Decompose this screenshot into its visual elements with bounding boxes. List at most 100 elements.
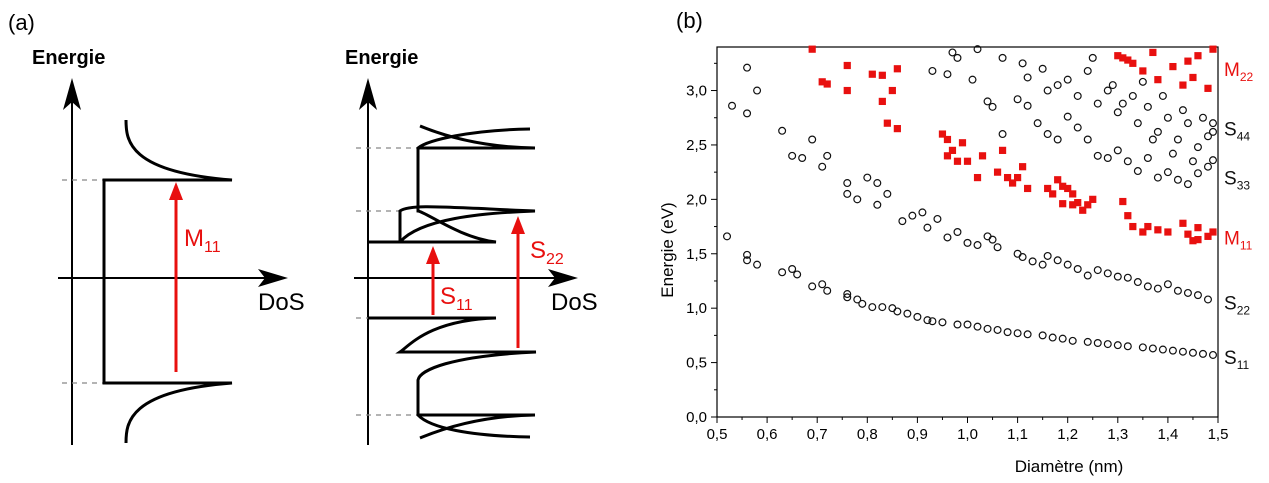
data-point-semiconducting [1183,288,1192,297]
data-point-metallic [948,146,957,154]
data-point-metallic [1074,199,1082,207]
data-point-metallic [893,65,901,73]
data-point-semiconducting [1043,251,1052,260]
data-point-semiconducting [1023,330,1032,339]
semi-s22-label: S22 [530,237,564,268]
data-point-semiconducting [778,126,787,135]
y-tick-label: 2,0 [686,191,707,208]
data-point-semiconducting [1143,282,1152,291]
semi-s22-arrowhead [511,216,525,234]
x-tick-label: 0,8 [857,426,878,443]
semi-s11-arrowhead [426,246,440,264]
data-point-semiconducting [1038,260,1047,269]
data-point-semiconducting [1203,132,1212,141]
data-point-metallic [1044,184,1052,193]
data-point-semiconducting [1193,143,1202,152]
panel-a-diagram: (a) Energie DoS M11 Energie DoS [8,10,598,445]
data-point-semiconducting [778,268,787,277]
data-point-semiconducting [788,151,797,160]
data-point-semiconducting [943,70,952,79]
data-point-semiconducting [873,179,882,188]
data-point-semiconducting [898,217,907,226]
data-point-semiconducting [903,309,912,318]
data-point-semiconducting [1013,95,1022,104]
data-point-semiconducting [1023,73,1032,82]
data-point-semiconducting [953,228,962,237]
data-point-semiconducting [853,195,862,204]
data-point-semiconducting [1113,108,1122,117]
data-point-semiconducting [993,243,1002,252]
semi-s11-label: S11 [440,283,473,314]
data-point-metallic [1059,182,1067,190]
data-point-semiconducting [1103,269,1112,278]
data-point-metallic [1139,67,1147,75]
data-point-metallic [1194,236,1202,244]
data-point-metallic [818,78,826,86]
data-point-semiconducting [938,318,947,327]
data-point-metallic [1079,206,1087,214]
band-label: M11 [1224,228,1253,252]
data-point-metallic [883,119,891,127]
data-point-metallic [1003,173,1012,182]
data-point-semiconducting [823,286,832,295]
data-point-semiconducting [858,299,867,308]
data-point-metallic [843,61,851,70]
data-point-semiconducting [1133,119,1142,128]
data-point-semiconducting [843,290,852,299]
data-point-semiconducting [1153,284,1162,293]
data-point-semiconducting [823,151,832,160]
x-tick-label: 0,7 [807,426,828,443]
data-point-metallic [1194,52,1202,60]
data-point-metallic [1089,195,1097,203]
metal-dos-label: DoS [258,289,305,316]
data-point-semiconducting [983,324,992,333]
data-point-semiconducting [1093,266,1102,275]
data-point-semiconducting [973,322,982,331]
data-point-semiconducting [1128,91,1137,100]
data-point-semiconducting [1073,123,1082,132]
data-point-semiconducting [743,256,752,265]
data-point-semiconducting [998,130,1007,139]
data-point-semiconducting [908,211,917,220]
data-point-semiconducting [1193,169,1202,178]
data-point-semiconducting [1208,350,1217,359]
y-tick-label: 2,5 [686,137,707,154]
data-point-semiconducting [1063,75,1072,84]
data-point-semiconducting [1123,342,1132,351]
metal-energy-label: Energie [32,47,105,69]
data-point-semiconducting [1058,334,1067,343]
data-point-metallic [993,168,1002,176]
y-tick-label: 0,0 [686,409,707,426]
data-point-metallic [1049,190,1057,198]
data-point-semiconducting [1013,329,1022,338]
data-point-semiconducting [743,250,752,259]
data-point-semiconducting [818,280,827,289]
y-tick-label: 1,5 [686,246,707,263]
data-point-semiconducting [1113,146,1122,155]
data-point-semiconducting [728,101,737,110]
semiconductor-band-diagram: Energie DoS S11 S22 [345,47,598,445]
data-point-semiconducting [1088,53,1097,62]
panel-a-label: (a) [8,10,35,35]
data-point-semiconducting [1038,331,1047,340]
data-point-semiconducting [1033,119,1042,128]
data-point-semiconducting [933,214,942,223]
data-point-semiconducting [918,208,927,217]
data-point-semiconducting [1178,347,1187,356]
data-point-semiconducting [1123,273,1132,282]
data-point-metallic [1084,201,1092,209]
data-point-semiconducting [928,66,937,75]
data-point-metallic [938,130,947,138]
data-point-metallic [1154,226,1162,234]
data-point-semiconducting [1133,278,1142,287]
data-point-semiconducting [1063,260,1072,269]
data-point-metallic [998,146,1007,154]
data-point-semiconducting [1203,162,1212,171]
data-point-semiconducting [843,189,852,198]
data-point-semiconducting [1148,135,1157,144]
data-point-semiconducting [973,241,982,250]
data-point-semiconducting [793,270,802,279]
data-point-semiconducting [1053,81,1062,90]
data-point-metallic [1054,176,1062,184]
data-point-metallic [1184,230,1192,238]
